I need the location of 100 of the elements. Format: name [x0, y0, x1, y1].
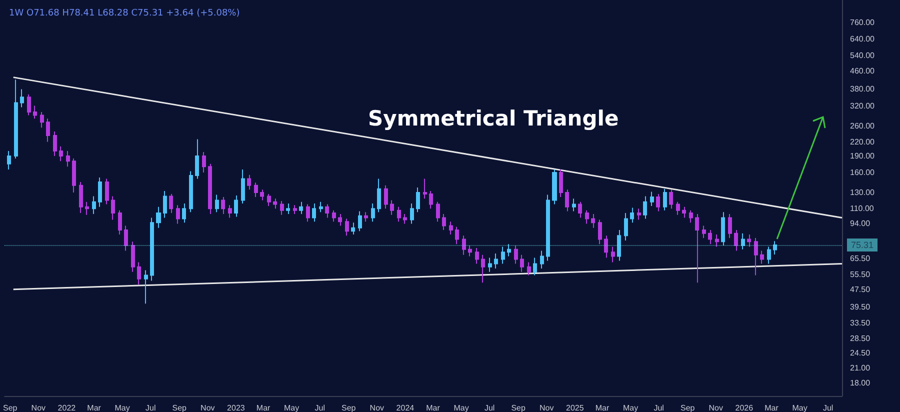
- candlestick: [280, 200, 284, 216]
- candlestick: [617, 230, 621, 262]
- candlestick: [176, 204, 180, 224]
- candlestick: [7, 150, 11, 170]
- x-tick-label: Jul: [484, 404, 495, 412]
- candlestick: [85, 201, 89, 216]
- candlestick: [390, 200, 394, 216]
- candlestick: [384, 184, 388, 210]
- candlestick: [46, 118, 50, 142]
- candlestick: [624, 212, 628, 241]
- x-tick-label: Mar: [764, 404, 779, 412]
- candlestick: [150, 217, 154, 282]
- candlestick: [286, 202, 290, 214]
- candlestick: [260, 189, 264, 201]
- candlestick: [455, 226, 459, 245]
- candlestick: [630, 207, 634, 224]
- candlestick: [436, 201, 440, 222]
- candlestick: [137, 262, 141, 285]
- candlestick: [481, 254, 485, 284]
- x-tick-label: Nov: [708, 404, 723, 412]
- y-tick-label: 33.50: [850, 318, 871, 328]
- x-tick-label: Nov: [370, 404, 384, 412]
- candlestick: [215, 194, 219, 213]
- candlestick: [501, 246, 505, 264]
- candlestick: [507, 244, 511, 257]
- y-tick-label: 460.00: [850, 66, 876, 76]
- candlestick: [345, 218, 349, 236]
- candlestick: [241, 169, 245, 204]
- candlestick: [111, 196, 115, 220]
- candlestick: [105, 178, 109, 205]
- candlestick: [637, 208, 641, 220]
- x-tick-label: Mar: [256, 404, 271, 412]
- x-tick-label: Mar: [426, 404, 440, 412]
- y-tick-label: 760.00: [850, 18, 876, 27]
- candlestick: [33, 105, 37, 120]
- candlestick: [572, 198, 576, 212]
- y-tick-label: 190.00: [850, 151, 876, 160]
- y-tick-label: 18.00: [850, 378, 871, 388]
- candlestick: [715, 234, 719, 248]
- y-tick-label: 160.00: [850, 168, 876, 177]
- candlestick: [702, 225, 706, 239]
- candlestick: [267, 193, 271, 206]
- candlestick: [773, 240, 777, 255]
- x-tick-label: 2023: [227, 404, 246, 412]
- candlestick: [533, 257, 537, 276]
- candlestick: [488, 257, 492, 272]
- candlestick: [540, 250, 544, 270]
- candlestick: [221, 196, 225, 214]
- candlestick: [721, 212, 725, 246]
- candlestick: [325, 204, 329, 218]
- y-tick-label: 47.50: [850, 284, 871, 294]
- candlestick: [195, 138, 199, 180]
- candlestick: [351, 222, 355, 236]
- y-tick-label: 540.00: [850, 50, 876, 60]
- candlestick: [124, 225, 128, 252]
- candlestick: [747, 234, 751, 248]
- candlestick: [273, 198, 277, 210]
- candlestick: [118, 210, 122, 236]
- candlestick: [514, 244, 518, 264]
- x-tick-label: Mar: [595, 404, 610, 412]
- x-tick-label: May: [622, 404, 638, 412]
- y-tick-label: 24.50: [850, 348, 871, 358]
- x-tick-label: Jul: [314, 404, 326, 412]
- y-tick-label: 94.00: [850, 219, 871, 228]
- x-tick-label: Nov: [200, 404, 215, 412]
- candlestick: [734, 230, 738, 252]
- candlestick: [494, 252, 498, 270]
- candlestick: [565, 189, 569, 212]
- candlestick: [131, 241, 135, 272]
- candlestick: [475, 248, 479, 264]
- annotation: Symmetrical Triangle: [368, 106, 619, 130]
- candlestick: [364, 212, 368, 222]
- candlestick: [754, 238, 758, 276]
- candlestick: [676, 201, 680, 216]
- candlestick: [650, 191, 654, 206]
- candlestick: [468, 244, 472, 257]
- candlestick: [442, 213, 446, 231]
- candlestick: [585, 210, 589, 224]
- x-tick-label: 2025: [566, 404, 584, 412]
- candlestick: [27, 94, 31, 116]
- candlestick: [59, 146, 63, 162]
- x-tick-label: Sep: [3, 404, 18, 412]
- x-tick-label: Sep: [680, 404, 696, 412]
- candlestick: [332, 210, 336, 222]
- y-tick-label: 380.00: [850, 84, 876, 94]
- candlestick: [429, 190, 433, 210]
- x-tick-label: 2024: [396, 404, 415, 412]
- candlestick: [189, 170, 193, 213]
- candlestick: [92, 196, 96, 214]
- x-tick-label: Mar: [87, 404, 102, 412]
- candlestick: [604, 235, 608, 258]
- candlestick: [202, 151, 206, 173]
- candlestick: [669, 189, 673, 210]
- x-tick-label: Sep: [172, 404, 188, 412]
- candlestick: [254, 182, 258, 198]
- x-tick-label: May: [454, 404, 469, 412]
- x-tick-label: May: [792, 404, 808, 412]
- candlestick: [53, 130, 57, 156]
- candlestick: [708, 230, 712, 245]
- y-tick-label: 55.50: [850, 270, 871, 279]
